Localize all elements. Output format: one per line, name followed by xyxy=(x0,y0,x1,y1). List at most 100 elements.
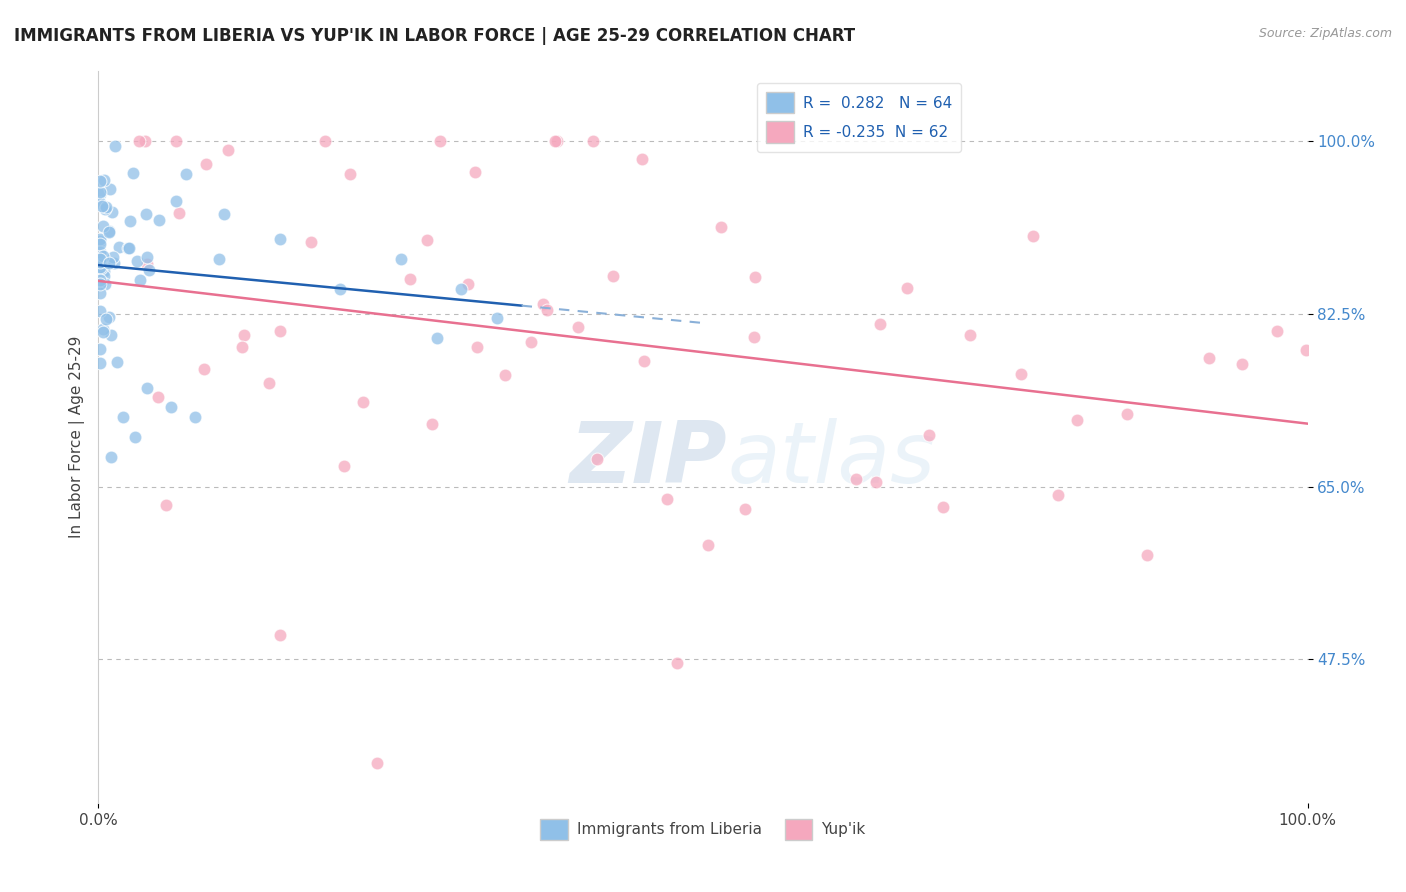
Point xyxy=(426,331,449,345)
Point xyxy=(329,282,352,296)
Point xyxy=(93,268,115,283)
Point xyxy=(1230,358,1253,372)
Point xyxy=(89,232,111,246)
Point xyxy=(89,195,111,210)
Point xyxy=(494,368,516,382)
Point xyxy=(105,355,128,369)
Text: IMMIGRANTS FROM LIBERIA VS YUP'IK IN LABOR FORCE | AGE 25-29 CORRELATION CHART: IMMIGRANTS FROM LIBERIA VS YUP'IK IN LAB… xyxy=(14,27,855,45)
Point xyxy=(89,342,111,356)
Point xyxy=(89,185,111,199)
Point xyxy=(1047,488,1070,502)
Point xyxy=(333,459,356,474)
Point xyxy=(93,173,115,187)
Point xyxy=(89,304,111,318)
Point xyxy=(865,475,887,489)
Point xyxy=(146,390,169,404)
Point xyxy=(389,252,412,267)
Point xyxy=(710,220,733,235)
Point xyxy=(121,166,143,180)
Point xyxy=(184,410,207,425)
Point xyxy=(585,452,607,467)
Point xyxy=(89,277,111,292)
Point xyxy=(89,255,111,269)
Y-axis label: In Labor Force | Age 25-29: In Labor Force | Age 25-29 xyxy=(69,336,84,538)
Point xyxy=(1198,351,1220,365)
Point xyxy=(259,376,281,390)
Point xyxy=(959,328,981,343)
Point xyxy=(366,756,388,771)
Point xyxy=(464,165,486,179)
Point xyxy=(896,281,918,295)
Point xyxy=(734,501,756,516)
Point xyxy=(91,199,114,213)
Point xyxy=(100,450,122,464)
Point xyxy=(429,134,451,148)
Point xyxy=(1115,408,1137,422)
Point xyxy=(89,273,111,287)
Point xyxy=(1010,367,1032,381)
Point xyxy=(91,219,114,233)
Point xyxy=(1022,228,1045,243)
Point xyxy=(208,252,231,267)
Point xyxy=(136,250,159,264)
Point xyxy=(134,134,156,148)
Point xyxy=(155,498,177,512)
Point xyxy=(546,134,568,148)
Point xyxy=(465,340,488,354)
Point xyxy=(567,320,589,334)
Point xyxy=(89,234,111,248)
Point xyxy=(167,206,190,220)
Point xyxy=(97,256,120,270)
Point xyxy=(744,269,766,284)
Point xyxy=(89,355,111,369)
Point xyxy=(93,264,115,278)
Point xyxy=(1136,548,1159,562)
Point xyxy=(176,167,198,181)
Point xyxy=(299,235,322,249)
Point xyxy=(531,297,554,311)
Point xyxy=(101,204,124,219)
Point xyxy=(101,250,124,264)
Point xyxy=(233,328,256,343)
Point xyxy=(135,207,157,221)
Point xyxy=(697,538,720,552)
Point xyxy=(536,303,558,318)
Point xyxy=(269,232,291,246)
Text: ZIP: ZIP xyxy=(569,417,727,500)
Point xyxy=(89,260,111,274)
Point xyxy=(194,157,217,171)
Point xyxy=(918,427,941,442)
Point xyxy=(94,311,117,326)
Point xyxy=(97,226,120,240)
Point xyxy=(450,282,472,296)
Point xyxy=(520,334,543,349)
Point xyxy=(89,174,111,188)
Point xyxy=(869,317,891,331)
Point xyxy=(415,233,437,247)
Text: atlas: atlas xyxy=(727,417,935,500)
Point xyxy=(657,492,679,507)
Point xyxy=(89,286,111,301)
Point xyxy=(631,152,654,166)
Point xyxy=(165,134,187,148)
Point xyxy=(165,194,187,209)
Point xyxy=(352,395,374,409)
Legend: Immigrants from Liberia, Yup'ik: Immigrants from Liberia, Yup'ik xyxy=(534,813,872,847)
Point xyxy=(89,252,111,267)
Point xyxy=(129,273,152,287)
Point xyxy=(457,277,479,291)
Point xyxy=(97,310,120,324)
Point xyxy=(127,253,149,268)
Point xyxy=(91,277,114,291)
Point xyxy=(212,207,235,221)
Point xyxy=(103,256,125,270)
Point xyxy=(90,261,112,276)
Point xyxy=(98,182,121,196)
Point xyxy=(108,240,131,254)
Point xyxy=(118,214,141,228)
Point xyxy=(124,430,146,444)
Point xyxy=(111,410,134,425)
Point xyxy=(845,472,868,486)
Point xyxy=(486,311,509,326)
Point xyxy=(138,263,160,277)
